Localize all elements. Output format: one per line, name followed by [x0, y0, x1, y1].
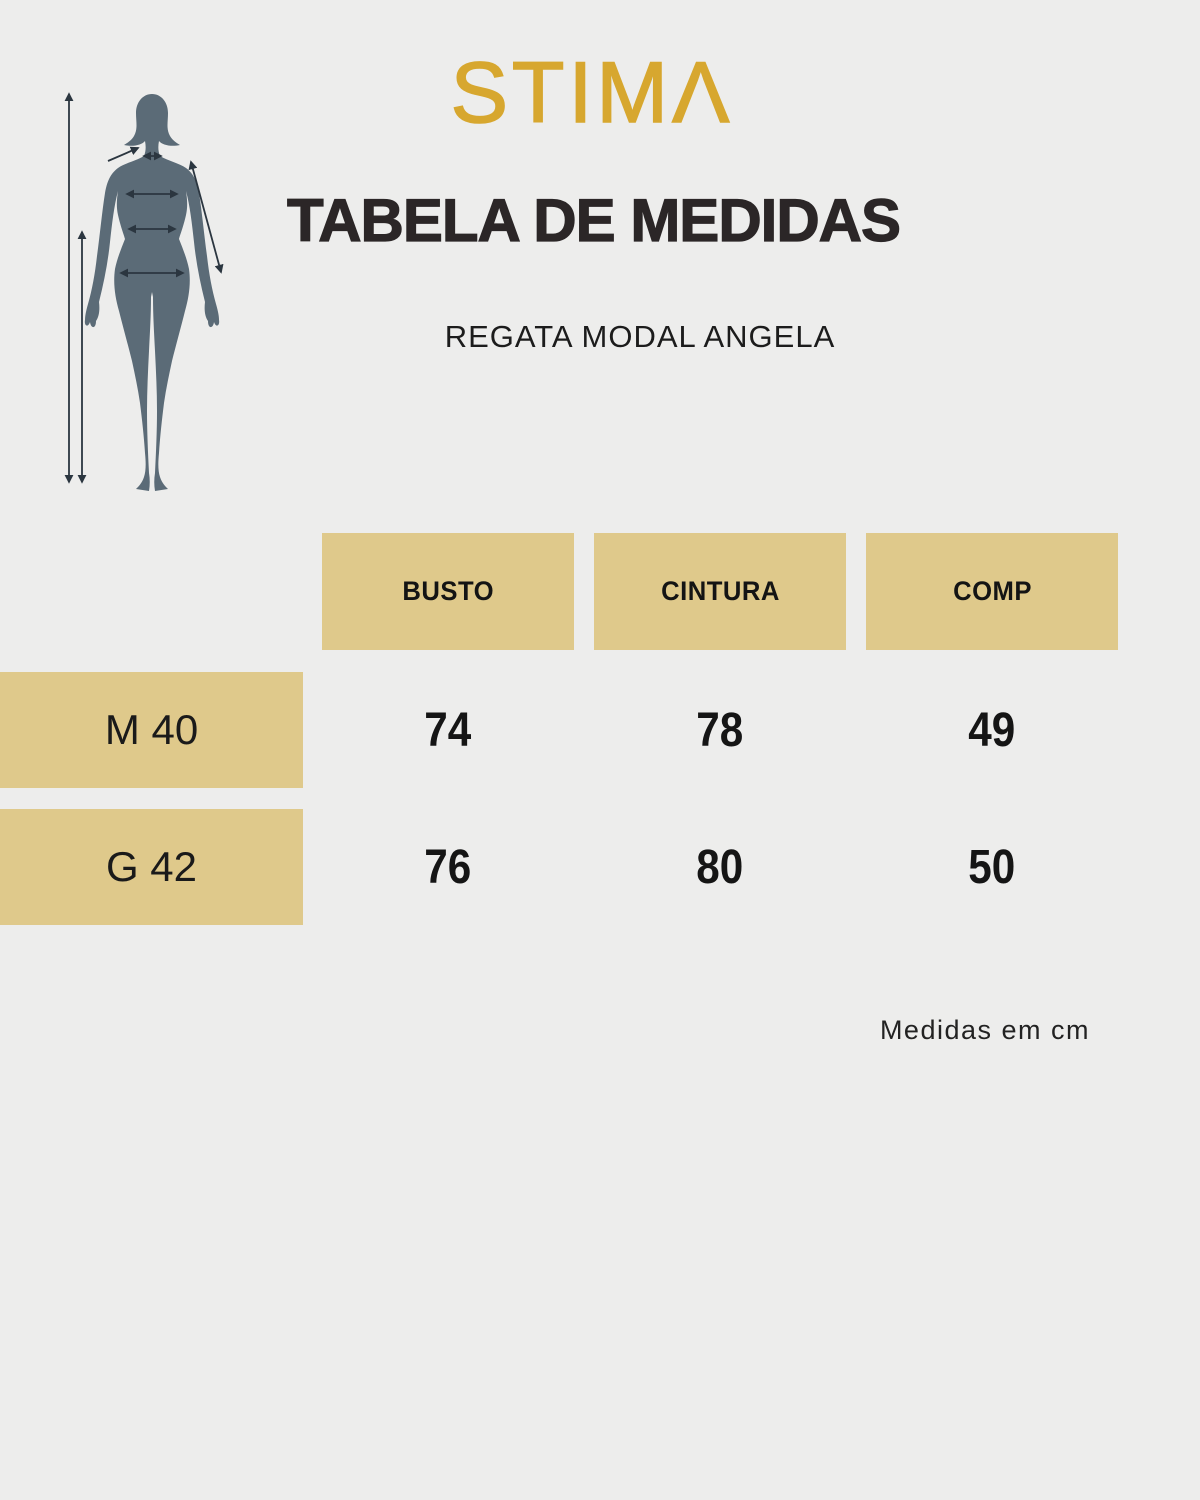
column-header-busto-label: BUSTO: [402, 576, 494, 606]
sleeve-length-arrow: [188, 160, 224, 274]
brand-logo: STIMΛ: [450, 45, 734, 141]
table-cell-m40-cintura: 78: [594, 672, 846, 788]
table-cell-g42-busto: 76: [322, 809, 574, 925]
row-header-m40-label: M 40: [104, 706, 199, 753]
value-m40-comp: 49: [968, 703, 1016, 757]
table-cell-g42-comp: 50: [866, 809, 1118, 925]
female-silhouette-measurement-figure-icon: [64, 92, 224, 491]
column-header-comp-label: COMP: [952, 576, 1032, 606]
value-g42-comp: 50: [968, 840, 1016, 894]
value-m40-cintura: 78: [696, 703, 744, 757]
table-cell-m40-comp: 49: [866, 672, 1118, 788]
female-silhouette: [84, 94, 220, 491]
column-header-cintura: CINTURA: [594, 533, 846, 650]
row-header-g42: G 42: [0, 809, 303, 925]
value-g42-busto: 76: [424, 840, 472, 894]
value-m40-busto: 74: [424, 703, 472, 757]
page-title: TABELA DE MEDIDAS: [286, 187, 901, 254]
units-footnote: Medidas em cm: [879, 1015, 1090, 1045]
value-g42-cintura: 80: [696, 840, 744, 894]
row-header-g42-label: G 42: [105, 843, 198, 890]
shoulder-pointer-arrow: [107, 146, 140, 162]
column-header-comp: COMP: [866, 533, 1118, 650]
column-header-busto: BUSTO: [322, 533, 574, 650]
column-header-cintura-label: CINTURA: [660, 576, 780, 606]
table-cell-m40-busto: 74: [322, 672, 574, 788]
table-cell-g42-cintura: 80: [594, 809, 846, 925]
product-name-subtitle: REGATA MODAL ANGELA: [444, 319, 836, 354]
row-header-m40: M 40: [0, 672, 303, 788]
